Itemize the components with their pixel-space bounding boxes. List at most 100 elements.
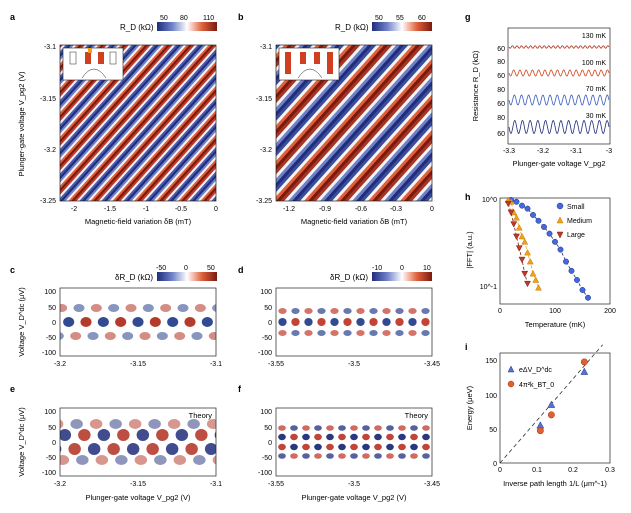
legend-small: Small [567,204,585,211]
heatmap-lobe [212,455,216,465]
heatmap-stripe [68,45,212,201]
heatmap-stripe [440,45,585,201]
heatmap-lobe [343,318,352,326]
heatmap-lobe [338,425,346,431]
point-small-8 [552,238,558,245]
ytick-d-1: 50 [264,305,272,312]
yticks-f: 100 50 0 -50 -100 [258,409,272,477]
heatmap-lobe [330,330,339,336]
heatmap-stripe [153,131,216,201]
cbar-tick-d-2: 10 [423,265,431,272]
trace-label-100mk: 100 mK [582,60,606,67]
marks-h [504,196,591,301]
heatmap-lobe [278,433,286,441]
ytick-g-80b: 80 [497,87,505,94]
point-small-3 [524,205,531,212]
point-medium-7 [524,249,531,256]
ylabel-c: Voltage V_D^dc (μV) [17,287,26,357]
point-large-5 [518,256,526,264]
xtick-i-3: 0.3 [605,467,615,474]
heatmap-stripe [324,80,432,201]
yticks-c: 100 50 0 -50 -100 [42,289,56,357]
heatmap-stripe [95,67,216,201]
heatmap-lobe [410,443,418,451]
heatmap-stripe [344,103,432,201]
trace-label-130mk: 130 mK [582,33,606,40]
heatmap-stripe [392,156,432,201]
xlabel-f: Plunger-gate voltage V_pg2 (V) [301,493,407,502]
heatmap-stripe [106,79,216,201]
panel-f: f Theory 100 50 0 -50 -100 -3.55 -3.5 -3… [238,384,440,502]
heatmap-stripe [380,143,432,201]
trace-line [508,69,610,77]
point-edv-1 [547,400,556,408]
panel-d: d δR_D (kΩ) -10 0 10 100 50 0 -50 -100 -… [238,265,440,368]
heatmap-lobe [167,317,179,327]
heatmap-lobe [219,317,230,327]
heatmap-lobe [317,318,326,326]
cbar-tick-a-2: 110 [203,15,214,22]
heatmap-lobe [395,308,404,314]
point-medium-8 [526,258,534,265]
heatmap-lobe [146,443,159,455]
ytick-g-60d: 60 [497,131,505,138]
trace-line [508,119,610,135]
legend-i: eΔV_D^dc 4π²k_BT_0 [507,365,554,389]
heatmap-lobe [108,304,120,312]
xtick-a-4: 0 [214,206,218,213]
ylabel-i: Energy (μeV) [465,385,474,430]
heatmap-stripe [60,45,204,201]
heatmap-stripe [87,58,216,201]
heatmap-lobe [356,330,365,336]
heatmap-lobe [160,304,172,312]
heatmap-lobe [134,455,148,465]
ytick-a-1: -3.15 [40,96,56,103]
heatmap-stripe [384,147,432,201]
xtick-f-1: -3.5 [348,481,360,488]
theory-tag-e: Theory [189,411,213,420]
ytick-g-60c: 60 [497,101,505,108]
heatmap-stripe [76,45,216,201]
heatmap-lobe [304,318,313,326]
heatmap-lobe [374,453,382,459]
heatmap-lobe [90,304,102,312]
heatmap-bg [60,408,216,476]
xticks-a: -2 -1.5 -1 -0.5 0 [71,206,218,213]
heatmap-stripe [408,174,432,201]
heatmap-stripe [159,137,216,201]
heatmap-stripe [186,168,216,201]
heatmap-lobe [208,332,216,340]
heatmap-stripe [194,177,216,201]
heatmap-stripe [316,72,432,201]
heatmap-stripe [131,107,216,201]
xtick-i-1: 0.1 [532,467,542,474]
heatmap-stripe [117,91,216,201]
heatmap-lobe [421,308,430,314]
heatmap-stripe [364,125,432,201]
axes-c [59,287,217,357]
heatmap-stripe [308,63,432,201]
ytick-a-3: -3.25 [40,198,56,205]
heatmap-stripe [396,161,432,201]
heatmap-stripe [208,192,216,201]
heatmap-lobe [278,453,286,459]
heatmap-stripe [428,196,432,201]
heatmap-lobe [422,453,430,459]
heatmap-stripe [62,45,207,201]
xticks-i: 0 0.1 0.2 0.3 [498,467,615,474]
panel-letter-a: a [10,12,16,22]
heatmap-stripe [328,85,432,201]
heatmap-lobe [184,317,196,327]
heatmap-stripe [104,76,216,201]
heatmap-lobe [87,332,99,340]
heatmap-stripe [280,45,425,201]
heatmap-lobe [76,455,89,465]
heatmap-stripe [372,134,432,201]
xtick-g-3: -3 [606,148,612,155]
legend-medium-marker [556,216,564,224]
xticks-f: -3.55 -3.5 -3.45 [268,481,440,488]
heatmap-lobe [421,318,430,326]
heatmap-stripe [126,100,216,201]
heatmap-stripe [304,58,432,201]
heatmap-lobe [362,443,370,451]
